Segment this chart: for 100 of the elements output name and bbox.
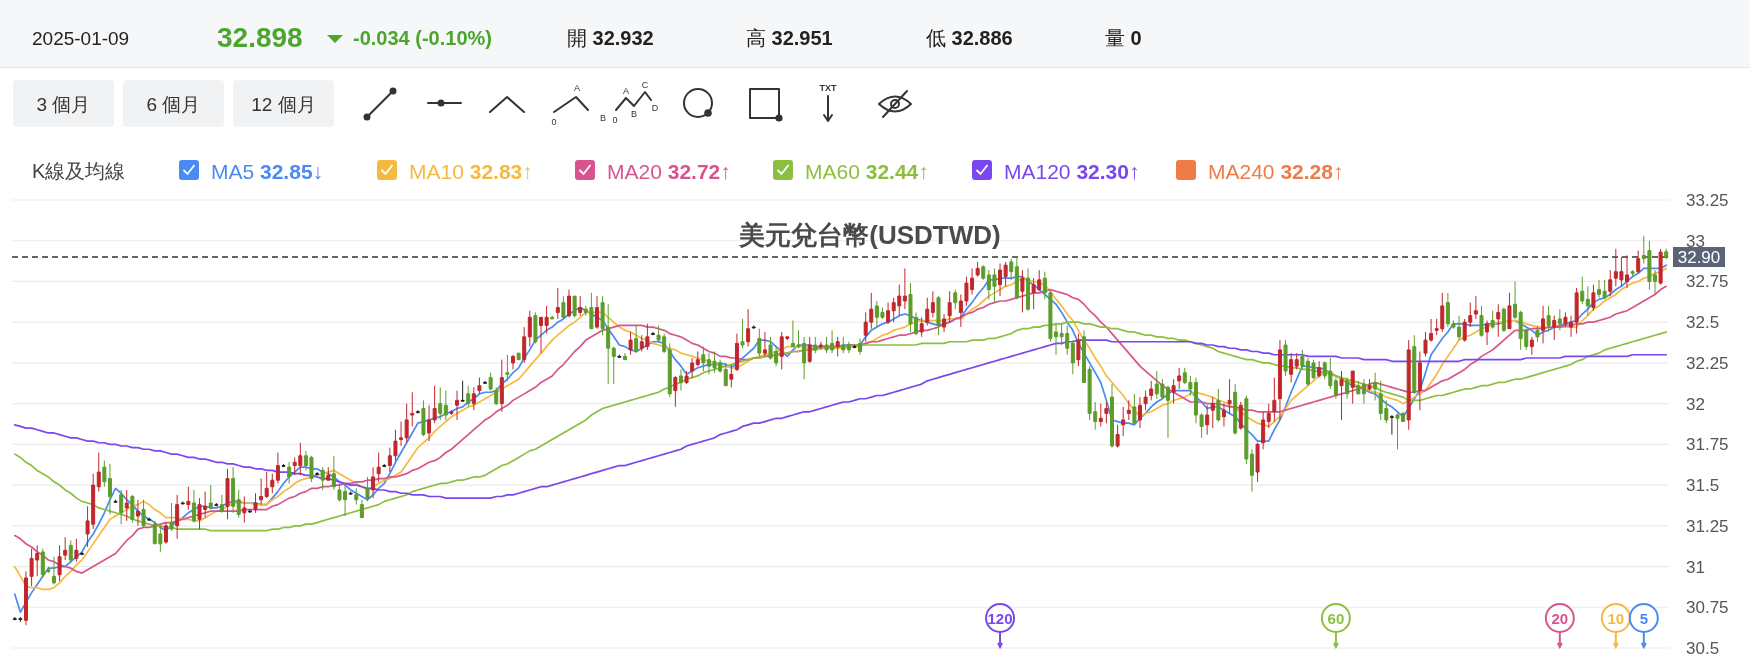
line-series: [13, 321, 1668, 532]
candlestick: [421, 399, 426, 437]
candlestick: [947, 290, 952, 323]
legend-label: MA10 32.83↑: [409, 160, 533, 183]
candlestick: [858, 337, 863, 356]
candlestick: [1317, 360, 1322, 379]
legend-label: MA60 32.44↑: [805, 160, 929, 183]
annotation: 60: [1327, 609, 1345, 627]
candlestick: [1283, 339, 1288, 377]
candlestick: [281, 463, 286, 468]
candlestick: [180, 500, 185, 506]
candlestick: [1272, 377, 1277, 423]
annotation: 20: [1551, 609, 1569, 627]
candlestick: [650, 331, 655, 336]
candlestick: [953, 289, 958, 310]
candlestick: [68, 539, 73, 564]
candlestick: [841, 336, 846, 354]
candlestick: [1115, 424, 1120, 449]
candlestick: [1608, 269, 1613, 297]
candlestick: [1361, 378, 1366, 405]
text: A: [622, 86, 630, 96]
candlestick: [1020, 269, 1025, 313]
candlestick: [382, 463, 387, 468]
candlestick: [488, 372, 493, 392]
candlestick: [578, 295, 583, 317]
candlestick: [438, 386, 443, 421]
candlestick: [326, 466, 331, 481]
text: 0: [612, 115, 618, 125]
candlestick: [751, 324, 756, 330]
candlestick: [477, 377, 482, 395]
candlestick: [231, 466, 236, 514]
candlestick: [1356, 380, 1361, 395]
candlestick: [1098, 403, 1103, 427]
candlestick: [567, 289, 571, 318]
candlestick: [214, 502, 219, 507]
candlestick: [634, 324, 639, 354]
candlestick: [1485, 320, 1490, 346]
y-tick-label: 32.5: [1686, 313, 1720, 333]
candlestick: [1137, 396, 1142, 429]
candlestick: [1070, 339, 1075, 375]
candlestick: [757, 328, 762, 357]
candlestick: [404, 403, 409, 444]
candlestick: [1149, 380, 1154, 401]
candlestick: [1367, 378, 1372, 392]
candlestick: [942, 313, 947, 333]
y-tick-label: 31: [1686, 557, 1705, 577]
legend-label: MA20 32.72↑: [607, 160, 731, 183]
candlestick: [130, 494, 135, 524]
candlestick: [79, 551, 84, 556]
candlestick: [242, 495, 247, 524]
ref-line-label: 32.90: [1677, 248, 1721, 268]
candlestick: [511, 354, 516, 370]
legend-label: MA120 32.30↑: [1004, 160, 1140, 183]
candlestick: [287, 461, 292, 484]
candlestick: [410, 391, 415, 427]
candlestick: [611, 346, 616, 385]
candlestick: [1350, 370, 1355, 405]
candlestick: [734, 333, 739, 372]
candlestick: [57, 544, 62, 582]
candlestick: [236, 489, 241, 519]
candlestick: [225, 468, 230, 520]
candlestick: [169, 502, 174, 532]
text: 3 個月: [36, 94, 91, 115]
candlestick: [275, 452, 280, 484]
candlestick: [1412, 334, 1417, 395]
y-tick-label: 32: [1686, 394, 1705, 414]
candlestick: [427, 404, 432, 442]
candlestick: [399, 421, 404, 447]
candlestick: [1541, 305, 1546, 344]
candlestick: [113, 499, 118, 504]
candlestick: [1373, 372, 1378, 401]
candlestick: [533, 311, 538, 344]
candlestick: [320, 466, 325, 491]
candlestick: [505, 354, 510, 382]
candlestick: [1205, 404, 1210, 436]
candlestick: [483, 380, 488, 385]
candlestick: [74, 538, 79, 563]
candlestick: [617, 354, 622, 359]
candlestick: [119, 489, 124, 525]
text: C: [641, 80, 649, 90]
text: 2025-01-09: [32, 28, 130, 49]
candlestick: [1490, 310, 1495, 330]
candlestick: [23, 570, 28, 626]
candlestick: [219, 494, 224, 514]
candlestick: [1076, 333, 1081, 367]
candlestick: [1546, 305, 1551, 331]
legend-title: K線及均線: [32, 160, 126, 182]
candlestick: [846, 341, 851, 354]
candlestick: [628, 331, 633, 356]
candlestick: [1591, 284, 1596, 312]
candlestick: [499, 359, 504, 413]
text: 32.898: [217, 22, 303, 53]
candlestick: [1630, 269, 1635, 278]
candlestick: [1339, 370, 1344, 421]
candlestick: [746, 308, 751, 348]
annotation: 10: [1607, 609, 1625, 627]
text: A: [573, 83, 581, 93]
candlestick: [1513, 280, 1518, 320]
candlestick: [163, 522, 168, 545]
candlestick: [460, 380, 465, 402]
